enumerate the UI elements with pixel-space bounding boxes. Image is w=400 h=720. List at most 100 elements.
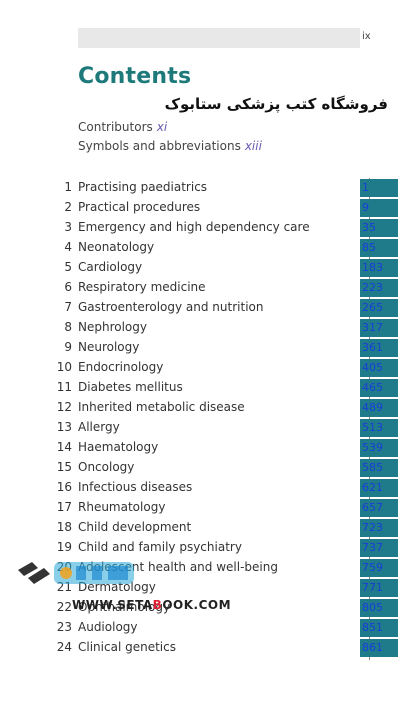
toc-row[interactable]: 11 Diabetes mellitus 465	[56, 378, 398, 398]
chapter-page-link[interactable]: 9	[360, 199, 398, 217]
front-matter-symbols[interactable]: Symbols and abbreviations xiii	[78, 139, 262, 153]
chapter-page-link[interactable]: 183	[360, 259, 398, 277]
toc-row[interactable]: 7 Gastroenterology and nutrition 265	[56, 298, 398, 318]
toc-row[interactable]: 19 Child and family psychiatry 737	[56, 538, 398, 558]
chapter-page-link[interactable]: 851	[360, 619, 398, 637]
chapter-page-link[interactable]: 317	[360, 319, 398, 337]
chapter-number: 4	[64, 240, 72, 254]
chapter-page-link[interactable]: 405	[360, 359, 398, 377]
chapter-number: 17	[56, 500, 72, 514]
chapter-title: Clinical genetics	[78, 640, 176, 654]
chapter-page-link[interactable]: 723	[360, 519, 398, 537]
toc-row[interactable]: 12 Inherited metabolic disease 489	[56, 398, 398, 418]
toc-row[interactable]: 3 Emergency and high dependency care 35	[56, 218, 398, 238]
chapter-page-link[interactable]: 35	[360, 219, 398, 237]
chapter-number: 18	[56, 520, 72, 534]
chapter-page-link[interactable]: 489	[360, 399, 398, 417]
chapter-number: 23	[56, 620, 72, 634]
chapter-page-link[interactable]: 265	[360, 299, 398, 317]
chapter-title: Cardiology	[78, 260, 143, 274]
chapter-title: Gastroenterology and nutrition	[78, 300, 264, 314]
chapter-number: 12	[56, 400, 72, 414]
toc-row[interactable]: 10 Endocrinology 405	[56, 358, 398, 378]
toc-row[interactable]: 17 Rheumatology 657	[56, 498, 398, 518]
toc-row[interactable]: 8 Nephrology 317	[56, 318, 398, 338]
chapter-page-link[interactable]: 539	[360, 439, 398, 457]
chapter-page-link[interactable]: 759	[360, 559, 398, 577]
toc-row[interactable]: 1 Practising paediatrics 1	[56, 178, 398, 198]
chapter-number: 14	[56, 440, 72, 454]
chapter-number: 15	[56, 460, 72, 474]
toc-row[interactable]: 14 Haematology 539	[56, 438, 398, 458]
chapter-page-link[interactable]: 585	[360, 459, 398, 477]
toc-row[interactable]: 13 Allergy 513	[56, 418, 398, 438]
chapter-list: 1 Practising paediatrics 1 2 Practical proce…	[56, 178, 398, 658]
chapter-title: Audiology	[78, 620, 138, 634]
chapter-page-link[interactable]: 361	[360, 339, 398, 357]
chapter-number: 11	[56, 380, 72, 394]
chapter-page-link[interactable]: 861	[360, 639, 398, 657]
toc-row[interactable]: 9 Neurology 361	[56, 338, 398, 358]
setabook-logo-icon	[18, 562, 134, 584]
chapter-title: Endocrinology	[78, 360, 164, 374]
chapter-title: Practical procedures	[78, 200, 201, 214]
toc-row[interactable]: 4 Neonatology 85	[56, 238, 398, 258]
chapter-number: 6	[64, 280, 72, 294]
chapter-number: 22	[56, 600, 72, 614]
chapter-page-link[interactable]: 771	[360, 579, 398, 597]
toc-row[interactable]: 6 Respiratory medicine 223	[56, 278, 398, 298]
toc-row[interactable]: 24 Clinical genetics 861	[56, 638, 398, 658]
chapter-page-link[interactable]: 513	[360, 419, 398, 437]
contents-title: Contents	[78, 64, 192, 89]
front-matter-label: Contributors	[78, 120, 153, 134]
chapter-number: 1	[64, 180, 72, 194]
chapter-title: Rheumatology	[78, 500, 166, 514]
chapter-title: Diabetes mellitus	[78, 380, 183, 394]
toc-row[interactable]: 15 Oncology 585	[56, 458, 398, 478]
toc-row[interactable]: 18 Child development 723	[56, 518, 398, 538]
toc-row[interactable]: 2 Practical procedures 9	[56, 198, 398, 218]
chapter-title: Infectious diseases	[78, 480, 193, 494]
chapter-title: Practising paediatrics	[78, 180, 208, 194]
chapter-page-link[interactable]: 737	[360, 539, 398, 557]
chapter-number: 8	[64, 320, 72, 334]
chapter-page-link[interactable]: 1	[360, 179, 398, 197]
chapter-title: Neurology	[78, 340, 140, 354]
chapter-title: Nephrology	[78, 320, 147, 334]
chapter-page-link[interactable]: 805	[360, 599, 398, 617]
chapter-page-link[interactable]: 621	[360, 479, 398, 497]
chapter-title: Haematology	[78, 440, 159, 454]
chapter-title: Oncology	[78, 460, 135, 474]
chapter-number: 2	[64, 200, 72, 214]
front-matter-page: xiii	[244, 139, 262, 153]
chapter-title: Child development	[78, 520, 192, 534]
front-matter-label: Symbols and abbreviations	[78, 139, 241, 153]
chapter-title: Ophthalmology	[78, 600, 171, 614]
chapter-number: 3	[64, 220, 72, 234]
toc-row[interactable]: 5 Cardiology 183	[56, 258, 398, 278]
chapter-number: 16	[56, 480, 72, 494]
header-bar	[78, 28, 360, 48]
chapter-page-link[interactable]: 657	[360, 499, 398, 517]
chapter-number: 13	[56, 420, 72, 434]
watermark-url: WWW.SETABOOK.COM	[72, 598, 232, 612]
chapter-page-link[interactable]: 85	[360, 239, 398, 257]
chapter-title: Emergency and high dependency care	[78, 220, 310, 234]
chapter-number: 10	[56, 360, 72, 374]
chapter-title: Child and family psychiatry	[78, 540, 242, 554]
toc-row[interactable]: 22 Ophthalmology 805	[56, 598, 398, 618]
chapter-number: 9	[64, 340, 72, 354]
chapter-number: 5	[64, 260, 72, 274]
chapter-title: Neonatology	[78, 240, 155, 254]
chapter-number: 7	[64, 300, 72, 314]
chapter-title: Allergy	[78, 420, 120, 434]
toc-row[interactable]: 23 Audiology 851	[56, 618, 398, 638]
chapter-page-link[interactable]: 465	[360, 379, 398, 397]
chapter-number: 24	[56, 640, 72, 654]
page-number: ix	[362, 31, 371, 42]
chapter-title: Respiratory medicine	[78, 280, 206, 294]
front-matter-contributors[interactable]: Contributors xi	[78, 120, 167, 134]
toc-row[interactable]: 16 Infectious diseases 621	[56, 478, 398, 498]
chapter-page-link[interactable]: 223	[360, 279, 398, 297]
publisher-note: فروشگاه کتب پزشکی ستابوک	[164, 95, 388, 113]
